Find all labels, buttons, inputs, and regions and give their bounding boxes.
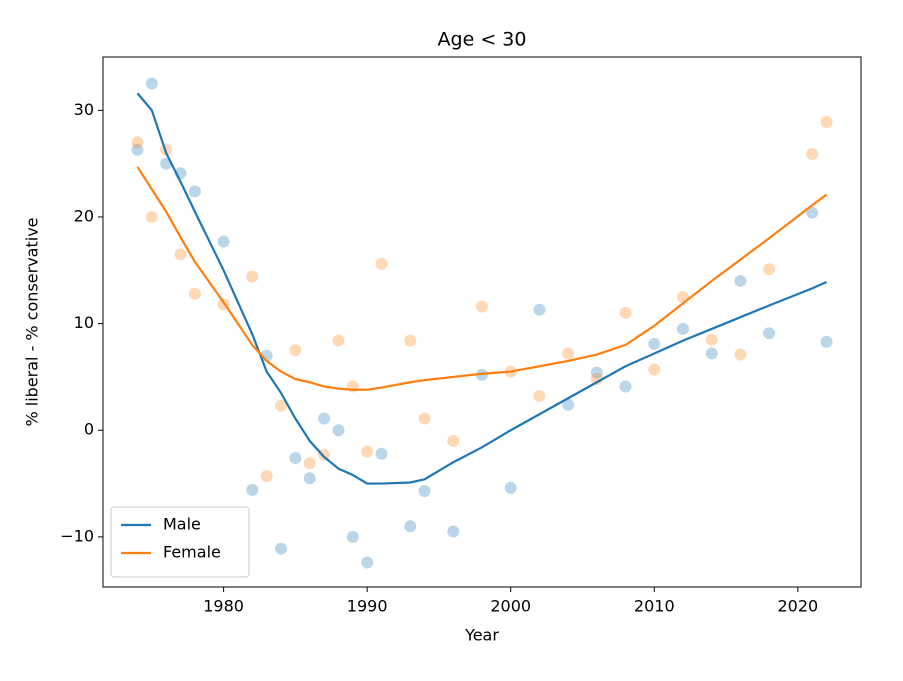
y-axis-label: % liberal - % conservative bbox=[23, 217, 42, 426]
scatter-point bbox=[332, 424, 345, 437]
scatter-point bbox=[275, 399, 288, 412]
scatter-point bbox=[145, 77, 158, 90]
trend-line bbox=[136, 166, 828, 391]
x-axis-label: Year bbox=[464, 626, 499, 645]
plot-frame bbox=[102, 56, 862, 588]
scatter-point bbox=[246, 270, 259, 283]
scatter-point bbox=[447, 525, 460, 538]
scatter-point bbox=[318, 412, 331, 425]
scatter-point bbox=[418, 412, 431, 425]
scatter-point bbox=[131, 143, 144, 156]
scatter-point bbox=[404, 520, 417, 533]
legend-label: Female bbox=[163, 543, 221, 562]
scatter-point bbox=[346, 530, 359, 543]
scatter-point bbox=[820, 335, 833, 348]
x-tick-label: 1980 bbox=[203, 597, 244, 616]
chart-title: Age < 30 bbox=[438, 29, 527, 51]
scatter-point bbox=[303, 472, 316, 485]
scatter-point bbox=[806, 148, 819, 161]
scatter-point bbox=[676, 322, 689, 335]
scatter-point bbox=[188, 185, 201, 198]
scatter-point bbox=[447, 434, 460, 447]
scatter-point bbox=[820, 116, 833, 129]
scatter-point bbox=[734, 274, 747, 287]
scatter-point bbox=[404, 334, 417, 347]
scatter-point bbox=[705, 333, 718, 346]
scatter-point bbox=[361, 556, 374, 569]
scatter-point bbox=[174, 248, 187, 261]
scatter-point bbox=[375, 257, 388, 270]
x-tick-label: 1990 bbox=[347, 597, 388, 616]
scatter-point bbox=[303, 457, 316, 470]
x-tick-label: 2020 bbox=[777, 597, 818, 616]
y-tick-label: 10 bbox=[74, 313, 94, 332]
scatter-point bbox=[562, 347, 575, 360]
scatter-point bbox=[504, 481, 517, 494]
scatter-point bbox=[763, 327, 776, 340]
scatter-point bbox=[562, 398, 575, 411]
scatter-point bbox=[734, 348, 747, 361]
scatter-point bbox=[763, 263, 776, 276]
scatter-point bbox=[375, 447, 388, 460]
scatter-point bbox=[332, 334, 345, 347]
scatter-point bbox=[533, 303, 546, 316]
trend-line bbox=[136, 92, 827, 485]
scatter-point bbox=[318, 448, 331, 461]
scatter-point bbox=[246, 483, 259, 496]
scatter-point bbox=[476, 300, 488, 313]
scatter-point bbox=[648, 363, 661, 376]
scatter-point bbox=[590, 366, 603, 379]
scatter-point bbox=[145, 210, 158, 223]
y-tick-label: −10 bbox=[60, 526, 94, 545]
legend-label: Male bbox=[163, 515, 201, 534]
y-tick-label: 20 bbox=[74, 206, 94, 225]
scatter-point bbox=[275, 542, 288, 555]
scatter-point bbox=[619, 306, 632, 319]
scatter-point bbox=[590, 373, 603, 386]
y-tick-label: 30 bbox=[74, 100, 94, 119]
x-tick-label: 2010 bbox=[634, 597, 675, 616]
scatter-point bbox=[648, 337, 661, 350]
scatter-point bbox=[361, 445, 374, 458]
scatter-point bbox=[131, 136, 144, 149]
scatter-point bbox=[289, 451, 302, 464]
scatter-point bbox=[217, 235, 230, 248]
scatter-point bbox=[705, 347, 718, 360]
scatter-point bbox=[260, 470, 273, 483]
y-tick-label: 0 bbox=[84, 420, 94, 439]
scatter-point bbox=[289, 344, 302, 357]
scatter-point bbox=[188, 287, 201, 300]
scatter-point bbox=[806, 206, 819, 219]
scatter-point bbox=[418, 485, 431, 498]
scatter-point bbox=[619, 380, 632, 393]
x-tick-label: 2000 bbox=[490, 597, 531, 616]
scatter-point bbox=[533, 390, 546, 403]
